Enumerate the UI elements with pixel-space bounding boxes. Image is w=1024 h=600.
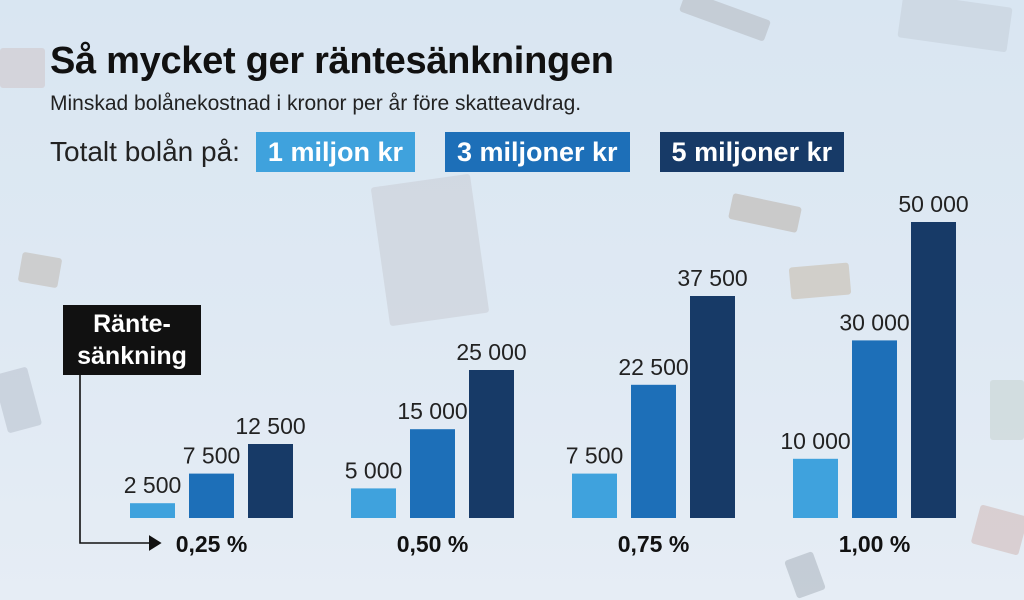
rate-arrow	[79, 372, 162, 551]
bar	[852, 340, 897, 518]
bar	[690, 296, 735, 518]
bar	[248, 444, 293, 518]
category-label: 0,25 %	[176, 531, 248, 557]
chart-subtitle: Minskad bolånekostnad i kronor per år fö…	[50, 92, 582, 115]
rate-label-line2: sänkning	[77, 342, 187, 370]
bar	[469, 370, 514, 518]
legend-item-1-miljon: 1 miljon kr	[255, 132, 415, 172]
bar-value-label: 22 500	[618, 354, 688, 380]
bar-value-label: 25 000	[456, 339, 526, 365]
category-label: 0,75 %	[618, 531, 690, 557]
bar	[911, 222, 956, 518]
bar	[793, 458, 838, 518]
bar-value-label: 10 000	[780, 428, 850, 454]
bar-value-label: 5 000	[345, 457, 403, 483]
banknote-decoration	[0, 48, 45, 88]
bar	[189, 473, 234, 518]
category-label: 0,50 %	[397, 531, 469, 557]
rate-label-line1: Ränte-	[93, 310, 171, 338]
bar-value-label: 50 000	[898, 191, 968, 217]
bar-value-label: 2 500	[124, 472, 182, 498]
bar-value-label: 15 000	[397, 398, 467, 424]
bar	[631, 384, 676, 518]
legend-item-3-miljoner: 3 miljoner kr	[444, 132, 630, 172]
bar-value-label: 37 500	[677, 265, 747, 291]
bar	[410, 429, 455, 518]
bar-value-label: 30 000	[839, 309, 909, 335]
bar	[351, 488, 396, 518]
legend-item-5-miljoner: 5 miljoner kr	[659, 132, 845, 172]
legend: Totalt bolån på: 1 miljon kr 3 miljoner …	[50, 132, 874, 172]
bar	[130, 503, 175, 518]
legend-label: Totalt bolån på:	[50, 136, 240, 167]
rate-label-box: Ränte- sänkning	[63, 305, 201, 375]
chart-title: Så mycket ger räntesänkningen	[50, 40, 614, 82]
bar-value-label: 7 500	[183, 443, 241, 469]
bar	[572, 473, 617, 518]
bar-value-label: 7 500	[566, 443, 624, 469]
banknote-decoration	[990, 380, 1024, 440]
bar-value-label: 12 500	[235, 413, 305, 439]
category-label: 1,00 %	[839, 531, 911, 557]
